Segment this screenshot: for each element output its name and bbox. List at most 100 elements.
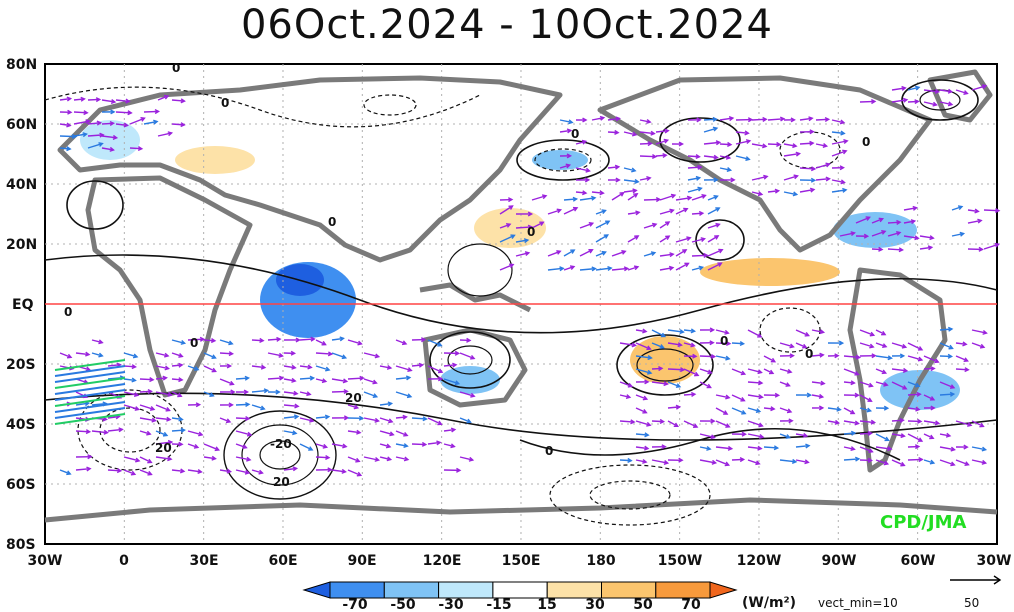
- vector-arrow: [699, 446, 711, 450]
- vector-arrow-head: [900, 433, 906, 439]
- vector-arrow-head: [806, 392, 813, 398]
- vector-arrow-head: [929, 235, 935, 241]
- vector-arrow-head: [930, 405, 936, 411]
- vector-arrow: [331, 378, 347, 383]
- vector-arrow: [967, 219, 982, 224]
- vector-arrow-head: [374, 353, 381, 359]
- vector-arrow-strong: [54, 401, 126, 413]
- vector-arrow: [219, 339, 233, 345]
- vector-arrow-head: [167, 131, 174, 137]
- vector-arrow-head: [869, 343, 875, 349]
- vector-arrow-head: [695, 154, 701, 160]
- vector-arrow-head: [178, 441, 184, 447]
- vector-arrow: [87, 122, 101, 125]
- vector-arrow: [627, 266, 639, 271]
- vector-arrow-strong: [54, 365, 126, 377]
- vector-arrow-head: [963, 357, 969, 363]
- contour-australia-high-inner: [447, 345, 493, 375]
- vector-arrow: [91, 402, 107, 406]
- vector-arrow-head: [693, 423, 699, 428]
- vector-arrow-head: [178, 353, 184, 358]
- vector-arrow: [875, 355, 892, 359]
- contour-s-indian-high-3: [259, 440, 301, 470]
- vector-arrow-head: [658, 366, 664, 372]
- vector-arrow: [923, 355, 939, 363]
- vector-arrow-head: [883, 381, 889, 387]
- vector-arrow: [171, 378, 183, 381]
- vector-arrow: [967, 209, 979, 213]
- vector-arrow-head: [632, 188, 638, 194]
- vector-arrow: [859, 394, 872, 402]
- vector-arrow: [155, 441, 172, 445]
- vector-arrow-head: [454, 380, 461, 386]
- vector-arrow-head: [524, 251, 531, 257]
- vector-arrow: [651, 420, 664, 423]
- vector-arrow: [187, 365, 199, 371]
- vector-arrow: [347, 377, 364, 380]
- vector-arrow: [157, 132, 172, 137]
- vector-arrow: [843, 420, 859, 425]
- vector-arrow-head: [66, 146, 72, 152]
- contour-label: 0: [328, 215, 336, 229]
- vector-arrow-head: [981, 446, 988, 452]
- colorbar-cap-right: [709, 581, 738, 599]
- vector-arrow-head: [95, 97, 102, 103]
- vector-arrow-head: [723, 410, 729, 415]
- vector-arrow-head: [309, 375, 316, 381]
- contour-label: 0: [862, 135, 870, 149]
- vector-arrow-head: [701, 194, 707, 199]
- vector-arrow-head: [418, 362, 425, 368]
- vector-arrow-head: [321, 378, 328, 384]
- vector-arrow-head: [66, 470, 72, 476]
- contour-label: 0: [545, 444, 553, 458]
- vector-arrow: [579, 222, 593, 229]
- vector-arrow: [747, 407, 760, 413]
- vector-arrow: [395, 391, 412, 398]
- vector-arrow-head: [66, 96, 73, 102]
- vector-arrow: [811, 394, 823, 398]
- vector-arrow-head: [226, 468, 233, 474]
- vector-arrow-head: [406, 393, 413, 399]
- vector-arrow: [171, 123, 185, 126]
- vector-arrow: [655, 129, 669, 133]
- contour-label: 0: [221, 96, 229, 110]
- colorbar-label: -15: [486, 597, 511, 612]
- vector-arrow-head: [949, 384, 956, 389]
- vector-arrow-head: [865, 216, 871, 221]
- vector-arrow: [639, 119, 651, 123]
- vector-arrow: [779, 433, 790, 439]
- vector-arrow-head: [695, 175, 702, 181]
- vector-arrow-head: [917, 418, 923, 424]
- vector-arrow-head: [260, 364, 267, 370]
- vector-arrow: [235, 430, 252, 436]
- vector-arrow: [875, 329, 886, 336]
- vector-arrow-head: [627, 457, 633, 463]
- vector-arrow-head: [711, 459, 718, 465]
- vector-arrow-head: [466, 418, 472, 424]
- vector-arrow: [627, 211, 640, 215]
- vector-arrow-head: [910, 219, 917, 225]
- vector-arrow: [855, 216, 870, 224]
- vector-arrow: [815, 178, 830, 181]
- vector-arrow-head: [712, 116, 718, 122]
- vector-arrow: [907, 100, 919, 103]
- vector-arrow-head: [258, 469, 264, 475]
- vector-arrow-head: [741, 409, 747, 415]
- vector-arrow-head: [786, 408, 793, 414]
- vector-arrow: [203, 456, 216, 460]
- vector-arrow: [907, 433, 923, 442]
- vector-arrow: [139, 469, 152, 476]
- vector-arrow-head: [758, 422, 764, 428]
- vector-arrow: [891, 342, 906, 348]
- vector-arrow: [75, 467, 91, 471]
- vector-arrow-head: [661, 444, 667, 450]
- vector-arrow-head: [902, 97, 909, 103]
- vector-arrow-head: [582, 117, 588, 123]
- vector-arrow-head: [245, 401, 251, 408]
- vector-arrow-head: [896, 219, 902, 225]
- lon-label: 30E: [189, 553, 218, 569]
- lat-label: 80N: [6, 57, 37, 73]
- vector-arrow: [203, 365, 216, 373]
- vector-arrow: [795, 433, 807, 437]
- vector-arrow: [811, 381, 825, 385]
